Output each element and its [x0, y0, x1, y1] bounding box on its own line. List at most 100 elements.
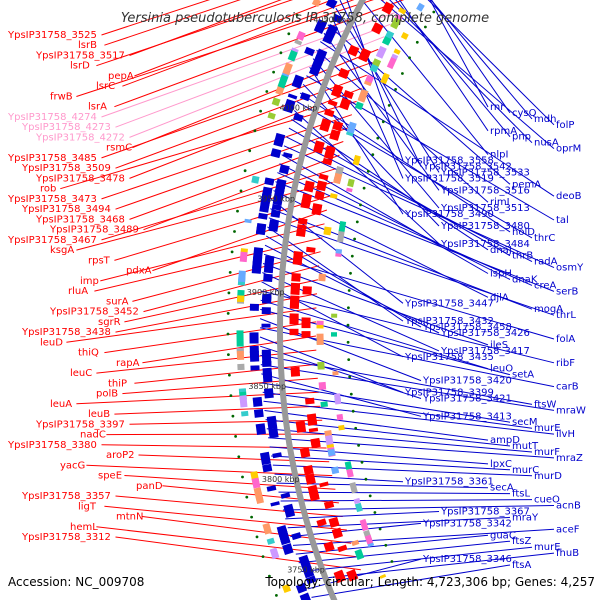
feature-block — [334, 393, 342, 405]
feature-block — [380, 72, 390, 85]
feature-block — [322, 157, 333, 166]
gene-label-right: secA — [490, 483, 514, 494]
gene-label-left: YpsIP31758_3517 — [35, 51, 125, 62]
feature-block — [264, 255, 275, 268]
tick-dot — [390, 560, 394, 563]
gene-label-right: dnaK — [512, 275, 538, 286]
gene-label-right: YpsIP31758_3346 — [422, 554, 512, 565]
feature-block — [311, 0, 322, 7]
feature-block — [299, 447, 311, 459]
gene-label-left: leuC — [70, 368, 92, 379]
gene-label-right: holD — [512, 227, 535, 238]
tick-dot — [381, 120, 385, 124]
gene-label-right: mogA — [534, 304, 563, 315]
tick-dot — [394, 88, 397, 91]
feature-block — [282, 152, 293, 159]
gene-label-left: YpsIP31758_3489 — [49, 225, 139, 236]
tick-dot — [241, 475, 244, 479]
feature-block — [294, 39, 303, 46]
gene-label-right: setA — [512, 370, 534, 381]
feature-block — [268, 225, 279, 232]
gene-label-left: YpsIP31758_3467 — [7, 235, 97, 246]
feature-block — [394, 13, 403, 21]
gene-label-right: YpsIP31758_3432 — [404, 316, 494, 327]
feature-block — [313, 140, 325, 154]
feature-block — [239, 395, 248, 408]
gene-label-right: YpsIP31758_3342 — [422, 518, 512, 529]
feature-block — [262, 463, 273, 473]
leader-line-left — [104, 0, 241, 46]
feature-block — [316, 180, 327, 192]
leader-line-left — [115, 23, 391, 128]
tick-dot — [250, 515, 254, 519]
leader-line-right — [430, 0, 533, 120]
gene-label-left: YpsIP31758_3485 — [7, 153, 97, 164]
tick-dot — [227, 353, 230, 356]
leader-line-left — [96, 526, 356, 558]
feature-block — [253, 408, 264, 418]
leader-line-left — [122, 0, 355, 87]
feature-block — [393, 48, 401, 55]
feature-block — [323, 541, 335, 553]
gene-label-left: YpsIP31758_3357 — [21, 491, 111, 502]
feature-block — [300, 202, 311, 209]
feature-block — [241, 410, 249, 417]
feature-block — [354, 502, 363, 513]
gene-label-right: aceF — [556, 524, 580, 535]
tick-dot — [415, 40, 419, 44]
gene-label-right: rpmA — [490, 126, 517, 137]
feature-block — [326, 443, 335, 449]
tick-dot — [366, 169, 370, 173]
feature-block — [293, 113, 304, 122]
feature-block — [318, 273, 326, 282]
leader-line-left — [101, 0, 211, 36]
tick-dot — [253, 129, 257, 133]
tick-dot — [248, 149, 252, 153]
tick-dot — [349, 392, 353, 396]
tick-dot — [354, 426, 358, 430]
gene-label-left: YpsIP31758_3525 — [7, 30, 97, 41]
tick-dot — [347, 289, 351, 292]
feature-block — [369, 63, 379, 73]
leader-line-right — [265, 235, 422, 328]
feature-block — [364, 534, 374, 545]
feature-block — [272, 452, 282, 459]
leader-line-right — [395, 0, 511, 138]
feature-block — [262, 522, 272, 535]
feature-block — [346, 569, 359, 582]
tick-dot — [229, 394, 233, 397]
gene-label-right: YpsIP31758_3519 — [404, 173, 494, 184]
feature-block — [291, 272, 301, 282]
gene-label-right: nusA — [534, 138, 559, 149]
gene-label-right: mraZ — [556, 453, 583, 464]
feature-block — [252, 396, 263, 407]
feature-block — [336, 413, 344, 421]
tick-dot — [255, 535, 259, 539]
gene-label-left: YpsIP31758_4272 — [35, 132, 125, 143]
gene-label-right: fhuB — [556, 548, 579, 559]
feature-block — [375, 45, 387, 59]
feature-block — [261, 351, 272, 364]
leader-line-left — [94, 237, 323, 292]
feature-block — [318, 173, 329, 181]
gene-label-left: rapA — [116, 358, 140, 369]
feature-block — [270, 501, 280, 507]
gene-label-right: serB — [556, 286, 578, 297]
scale-label: 3900 kbp — [247, 288, 285, 297]
leader-line-right — [288, 127, 511, 257]
tick-dot — [346, 323, 350, 327]
gene-label-right: YpsIP31758_3399 — [404, 388, 494, 399]
gene-label-right: murE — [534, 423, 561, 434]
gene-label-left: ksgA — [50, 245, 74, 256]
leader-line-left — [142, 335, 317, 364]
feature-block — [346, 187, 353, 193]
leader-line-left — [101, 61, 373, 159]
leader-line-right — [309, 66, 404, 215]
gene-label-right: murC — [512, 465, 539, 476]
feature-block — [324, 108, 335, 118]
feature-block — [252, 254, 263, 261]
feature-block — [333, 172, 343, 185]
tick-dot — [364, 477, 368, 481]
gene-label-left: pepA — [108, 71, 134, 82]
